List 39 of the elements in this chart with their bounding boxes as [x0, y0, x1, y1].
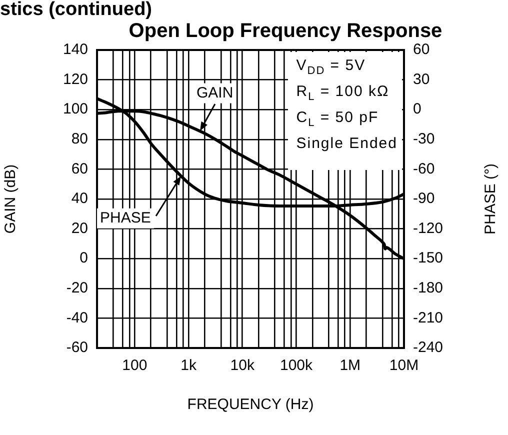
text: PHASE	[100, 209, 151, 226]
y-tick-label: 0	[80, 250, 88, 267]
y2-tick-label: -240	[412, 339, 444, 356]
x-tick-label: 10k	[230, 357, 255, 374]
annotation: C$_{L}$ = 50 pF	[296, 108, 380, 130]
y-tick-label: -60	[66, 339, 88, 356]
y2-tick-label: 60	[412, 41, 430, 58]
y-axis-title: GAIN (dB)	[2, 164, 20, 234]
y-tick-label: 60	[71, 160, 88, 178]
y-tick-label: -20	[66, 280, 88, 297]
y2-tick-label: -60	[412, 160, 435, 178]
y2-tick-label: 30	[412, 70, 430, 88]
y-tick-label: -40	[66, 309, 88, 326]
annotation: Single Ended	[296, 134, 398, 154]
text: stics (continued)	[0, 0, 152, 20]
y2-tick-label: -30	[412, 130, 435, 148]
x-tick-label: 1k	[180, 357, 197, 374]
y-tick-label: 100	[62, 100, 88, 118]
y2-tick-label: -120	[412, 220, 444, 237]
y-tick-label: 20	[71, 220, 88, 237]
x-tick-label: 100	[122, 357, 148, 374]
x-tick-label: 10M	[389, 357, 419, 374]
y2-tick-label: -150	[412, 250, 444, 267]
chart-title: Open Loop Frequency Response	[128, 20, 442, 42]
annotation: R$_{L}$ = 100 kΩ	[296, 82, 390, 104]
x-tick-label: 1M	[340, 357, 361, 374]
y-tick-label: 80	[71, 130, 88, 148]
y2-tick-label: -180	[412, 280, 444, 297]
series-label: GAIN	[196, 84, 234, 102]
annotation: V$_{DD}$ = 5V	[296, 56, 367, 78]
y-tick-label: 40	[71, 190, 88, 208]
y2-axis-title: PHASE (°)	[482, 163, 500, 235]
x-axis-title: FREQUENCY (Hz)	[187, 396, 314, 414]
x-tick-label: 100k	[280, 357, 314, 374]
y2-tick-label: 0	[412, 100, 422, 118]
y2-tick-label: -210	[412, 309, 444, 326]
y-tick-label: 140	[62, 41, 88, 58]
y-tick-label: 120	[62, 70, 88, 88]
y2-tick-label: -90	[412, 190, 435, 208]
